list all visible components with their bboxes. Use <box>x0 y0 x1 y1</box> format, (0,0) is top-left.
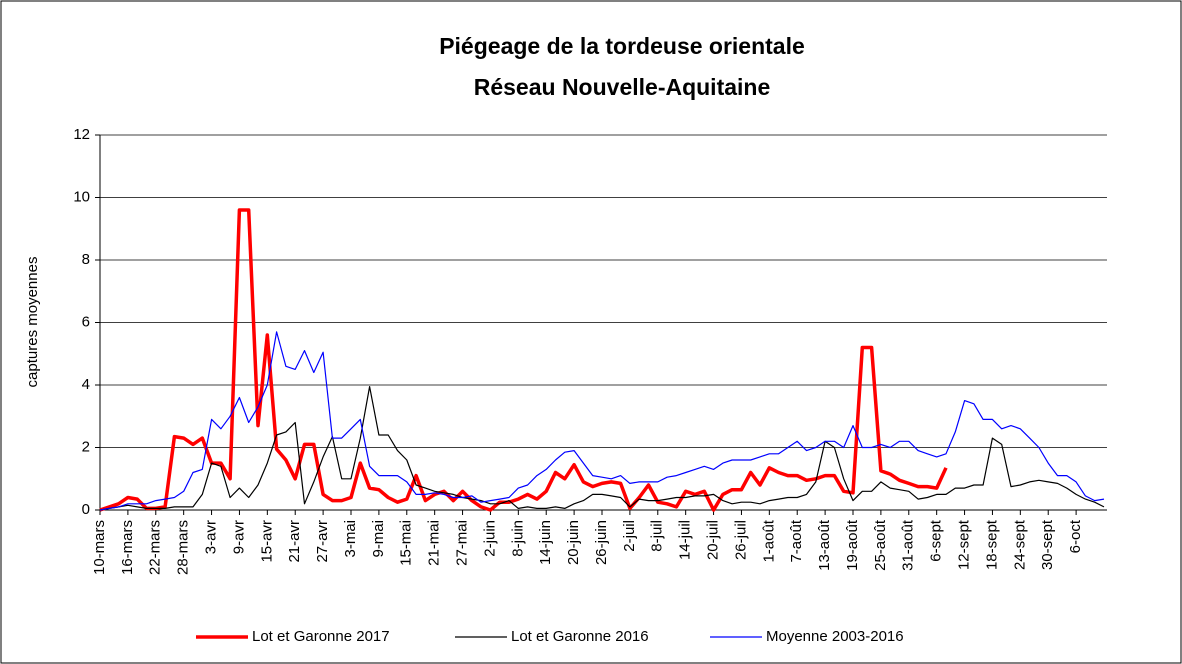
x-tick-label: 3-mai <box>342 520 359 558</box>
x-tick-label: 2-juin <box>481 520 498 557</box>
x-tick-label: 16-mars <box>119 520 136 575</box>
x-tick-label: 27-mai <box>454 520 471 566</box>
y-tick-label: 8 <box>82 251 90 268</box>
x-tick-label: 12-sept <box>956 519 973 570</box>
x-tick-label: 3-avr <box>203 520 220 554</box>
x-tick-label: 9-mai <box>370 520 387 558</box>
x-tick-label: 2-juil <box>621 520 638 552</box>
y-tick-label: 0 <box>82 501 90 518</box>
x-tick-label: 20-juil <box>705 520 722 560</box>
y-tick-label: 6 <box>82 313 90 330</box>
x-tick-label: 14-juin <box>537 520 554 565</box>
x-tick-label: 6-sept <box>928 519 945 562</box>
x-tick-label: 8-juil <box>649 520 666 552</box>
chart-subtitle: Réseau Nouvelle-Aquitaine <box>474 74 771 100</box>
x-tick-label: 13-août <box>816 519 833 571</box>
legend-label: Lot et Garonne 2017 <box>252 628 390 645</box>
y-axis-label: captures moyennes <box>24 257 41 388</box>
x-tick-label: 20-juin <box>565 520 582 565</box>
x-tick-label: 30-sept <box>1039 519 1056 570</box>
x-tick-label: 21-avr <box>286 520 303 563</box>
x-tick-label: 14-juil <box>677 520 694 560</box>
chart-title: Piégeage de la tordeuse orientale <box>439 33 805 59</box>
x-tick-label: 25-août <box>872 519 889 571</box>
x-tick-label: 26-juin <box>593 520 610 565</box>
x-tick-label: 22-mars <box>147 520 164 575</box>
x-tick-label: 15-mai <box>398 520 415 566</box>
series-line <box>99 386 1105 511</box>
x-tick-label: 28-mars <box>175 520 192 575</box>
legend-label: Moyenne 2003-2016 <box>766 628 904 645</box>
x-tick-label: 24-sept <box>1011 519 1028 570</box>
series-line <box>99 208 948 512</box>
x-tick-label: 31-août <box>900 519 917 571</box>
x-tick-label: 21-mai <box>426 520 443 566</box>
x-tick-label: 8-juin <box>509 520 526 557</box>
y-tick-label: 4 <box>82 376 90 393</box>
x-tick-label: 19-août <box>844 519 861 571</box>
x-tick-label: 7-août <box>788 519 805 562</box>
x-tick-label: 26-juil <box>732 520 749 560</box>
x-tick-label: 9-avr <box>230 520 247 554</box>
series-line <box>99 331 1105 511</box>
y-tick-label: 12 <box>73 126 90 143</box>
x-tick-label: 10-mars <box>91 520 108 575</box>
y-tick-label: 10 <box>73 188 90 205</box>
x-tick-label: 1-août <box>760 519 777 562</box>
legend-label: Lot et Garonne 2016 <box>511 628 649 645</box>
x-tick-label: 27-avr <box>314 520 331 563</box>
x-tick-label: 15-avr <box>258 520 275 563</box>
y-tick-label: 2 <box>82 438 90 455</box>
x-tick-label: 6-oct <box>1067 519 1084 553</box>
x-tick-label: 18-sept <box>983 519 1000 570</box>
